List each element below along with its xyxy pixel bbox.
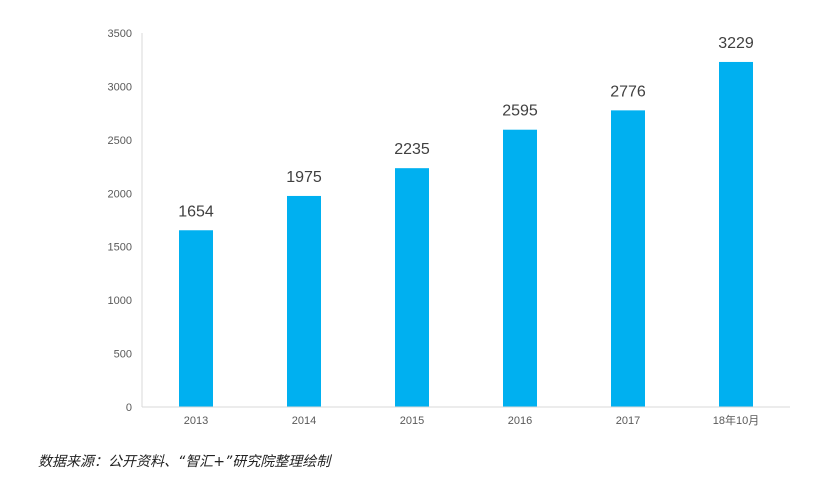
x-tick-label: 2013 bbox=[184, 415, 208, 427]
x-tick-label: 2014 bbox=[292, 415, 316, 427]
x-tick-label: 18年10月 bbox=[713, 413, 759, 427]
y-tick-label: 1000 bbox=[108, 295, 132, 307]
data-label: 2235 bbox=[394, 141, 430, 158]
y-tick-label: 2000 bbox=[108, 188, 132, 200]
bar bbox=[503, 129, 537, 407]
x-tick-label: 2015 bbox=[400, 415, 424, 427]
bar bbox=[395, 168, 429, 407]
x-tick-label: 2017 bbox=[616, 415, 640, 427]
y-tick-label: 3000 bbox=[108, 81, 132, 93]
data-label: 2595 bbox=[502, 103, 538, 120]
y-tick-label: 0 bbox=[126, 402, 132, 414]
bar bbox=[287, 195, 321, 407]
data-label: 1975 bbox=[286, 169, 322, 186]
x-axis-tick-labels: 2013 2014 2015 2016 2017 18年10月 bbox=[184, 413, 759, 427]
y-tick-label: 500 bbox=[114, 349, 132, 361]
y-tick-label: 1500 bbox=[108, 242, 132, 254]
data-labels: 1654 1975 2235 2595 2776 3229 bbox=[178, 35, 754, 220]
y-tick-label: 3500 bbox=[108, 28, 132, 40]
y-tick-label: 2500 bbox=[108, 135, 132, 147]
bar bbox=[719, 61, 753, 408]
x-tick-label: 2016 bbox=[508, 415, 532, 427]
data-label: 3229 bbox=[718, 35, 754, 52]
data-label: 1654 bbox=[178, 203, 214, 220]
bars bbox=[179, 61, 753, 408]
source-note: 数据来源：公开资料、“智汇+”研究院整理绘制 bbox=[38, 454, 331, 470]
bar bbox=[179, 230, 213, 407]
bar bbox=[611, 110, 645, 408]
data-label: 2776 bbox=[610, 83, 646, 100]
y-axis-tick-labels: 0 500 1000 1500 2000 2500 3000 3500 bbox=[108, 28, 132, 414]
